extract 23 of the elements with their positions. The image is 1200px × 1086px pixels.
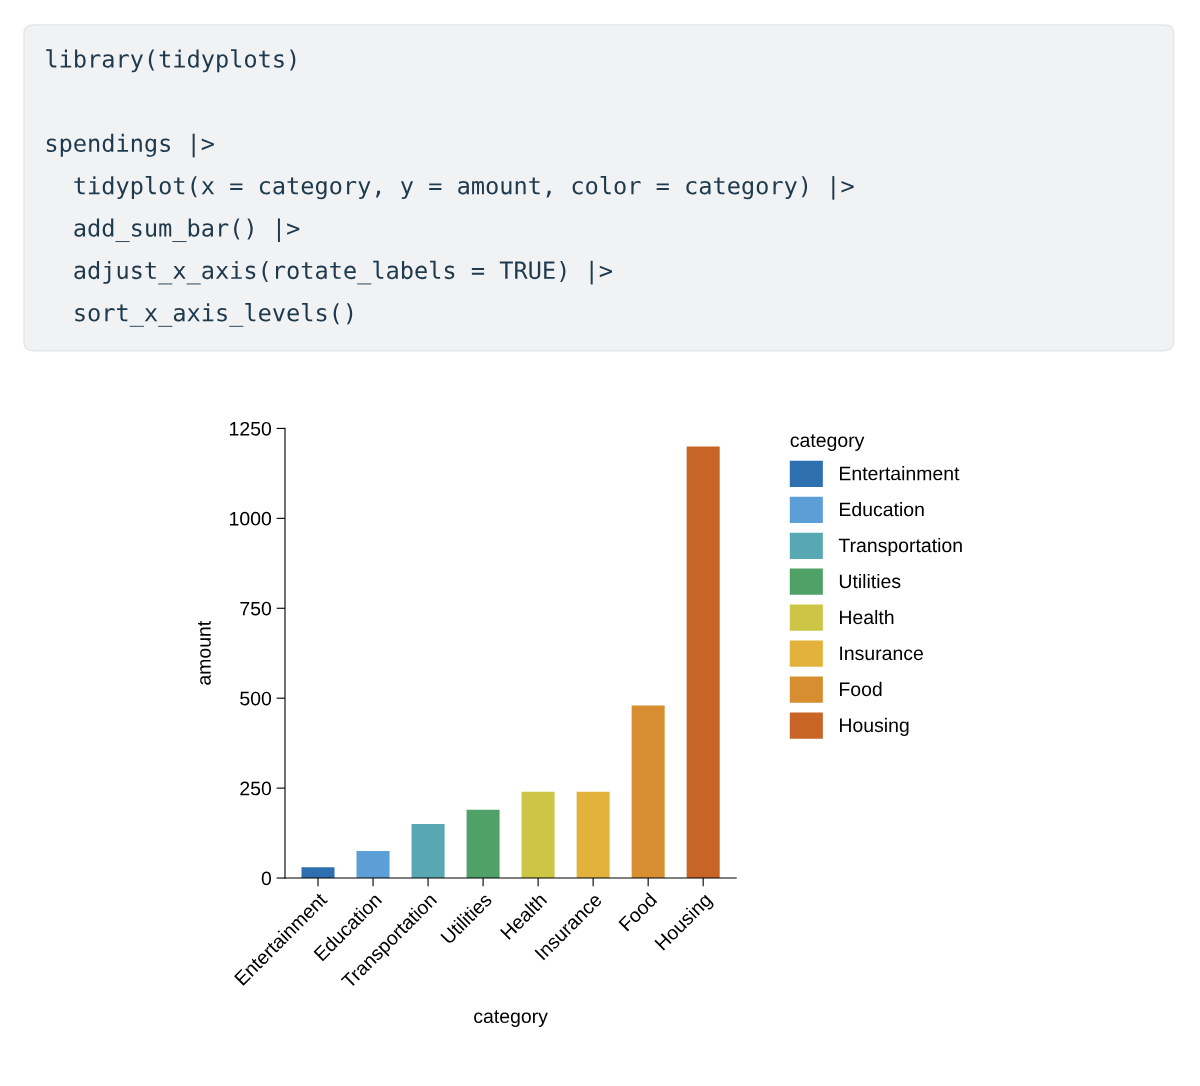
y-tick-label: 1250	[230, 421, 272, 436]
text: library(tidyplots)	[46, 49, 296, 73]
legend-label: Education	[840, 502, 924, 517]
text: adjust_x_axis(rotate_labels = TRUE) |>	[74, 260, 612, 285]
x-axis-title: category	[474, 1010, 548, 1027]
y-tick-label: 750	[240, 601, 272, 616]
text: add_sum_bar() |>	[74, 218, 300, 243]
legend-title: category	[790, 434, 865, 451]
text: spendings |>	[46, 133, 214, 158]
legend-label: Utilities	[839, 573, 901, 589]
text: tidyplot(x = category, y = amount, color = category) |>	[74, 176, 854, 200]
legend-label: Food	[840, 681, 882, 697]
y-tick-label: 500	[240, 691, 272, 706]
legend-label: Transportation	[838, 537, 962, 557]
y-tick-label: 0	[261, 871, 272, 886]
y-tick-label: 250	[240, 781, 272, 796]
legend-label: Health	[840, 609, 894, 625]
legend-label: Entertainment	[840, 466, 960, 481]
y-axis-title: amount	[198, 620, 211, 685]
legend-label: Housing	[840, 717, 909, 736]
text: sort_x_axis_levels()	[75, 303, 353, 327]
legend-label: Insurance	[840, 646, 923, 661]
y-tick-label: 1000	[230, 511, 272, 526]
